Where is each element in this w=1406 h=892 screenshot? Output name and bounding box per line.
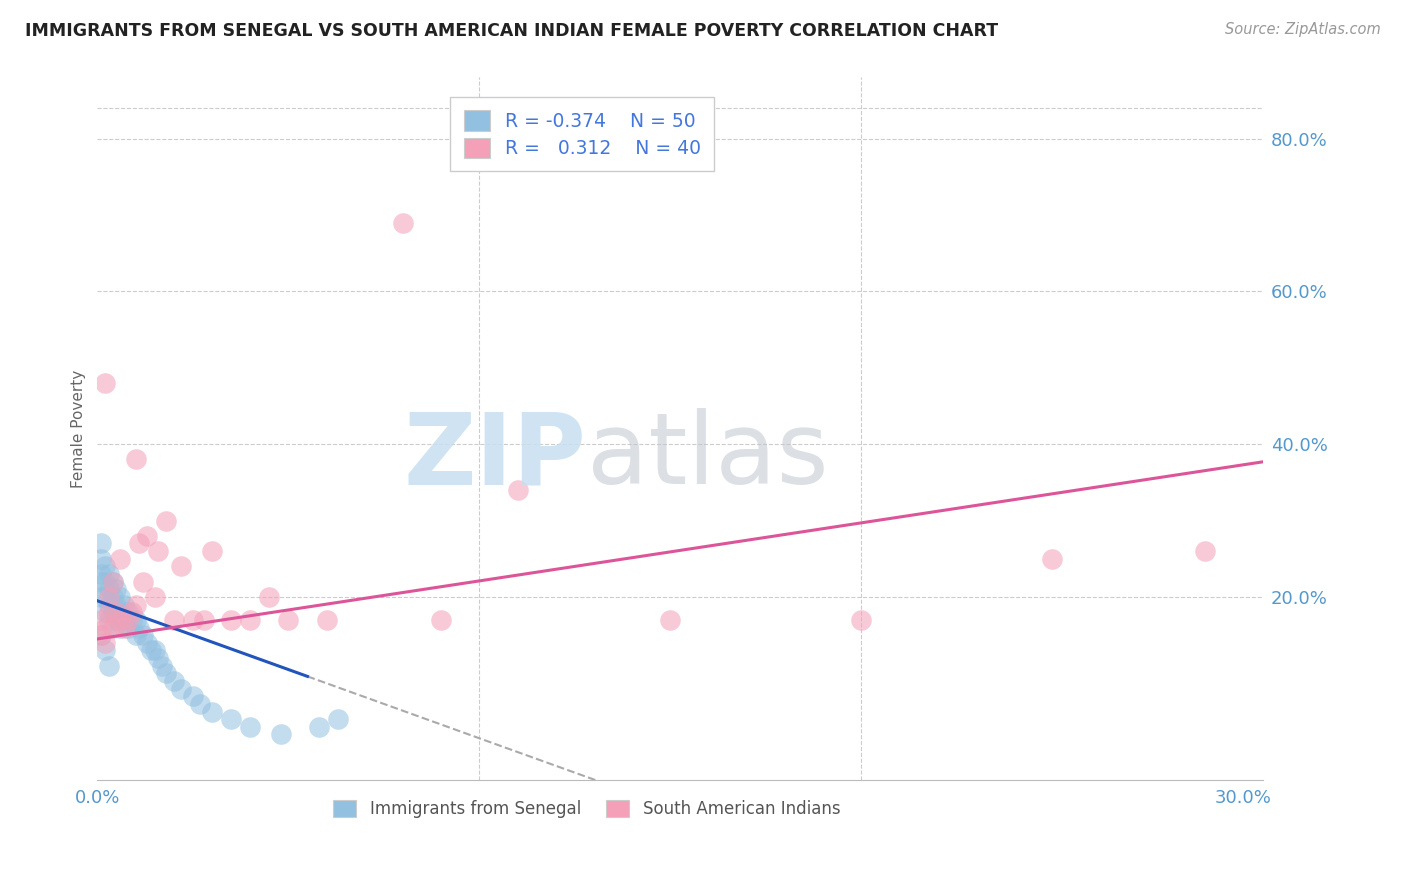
Point [97, 613, 120, 627]
Point [90, 567, 112, 582]
Point [112, 613, 135, 627]
Point [97, 582, 120, 597]
Point [308, 720, 330, 734]
Point [90, 536, 112, 550]
Point [110, 620, 132, 634]
Point [94, 559, 117, 574]
Point [132, 574, 155, 589]
Point [101, 590, 124, 604]
Point [90, 574, 112, 589]
Point [97, 658, 120, 673]
Point [143, 643, 166, 657]
Point [219, 712, 242, 726]
Point [155, 514, 177, 528]
Point [90, 628, 112, 642]
Point [94, 574, 117, 589]
Point [124, 613, 146, 627]
Point [121, 613, 143, 627]
Point [1042, 551, 1064, 566]
Point [112, 620, 135, 634]
Point [124, 598, 146, 612]
Point [101, 620, 124, 634]
Point [97, 567, 120, 582]
Point [110, 551, 132, 566]
Point [219, 613, 242, 627]
Point [136, 529, 159, 543]
Legend: Immigrants from Senegal, South American Indians: Immigrants from Senegal, South American … [326, 793, 846, 825]
Point [101, 574, 124, 589]
Point [143, 590, 166, 604]
Text: Source: ZipAtlas.com: Source: ZipAtlas.com [1225, 22, 1381, 37]
Point [163, 613, 186, 627]
Point [239, 613, 262, 627]
Point [506, 483, 529, 497]
Point [97, 605, 120, 619]
Point [430, 613, 453, 627]
Point [94, 590, 117, 604]
Point [148, 544, 170, 558]
Point [163, 673, 186, 688]
Point [94, 620, 117, 634]
Point [112, 598, 135, 612]
Point [105, 598, 128, 612]
Point [150, 658, 173, 673]
Point [105, 605, 128, 619]
Point [101, 574, 124, 589]
Point [97, 598, 120, 612]
Point [326, 712, 349, 726]
Point [124, 628, 146, 642]
Point [139, 643, 162, 657]
Point [124, 452, 146, 467]
Point [132, 628, 155, 642]
Point [181, 613, 204, 627]
Point [94, 376, 117, 390]
Point [105, 582, 128, 597]
Point [110, 590, 132, 604]
Point [259, 590, 281, 604]
Point [117, 613, 139, 627]
Point [94, 605, 117, 619]
Point [315, 613, 337, 627]
Point [136, 636, 159, 650]
Point [659, 613, 682, 627]
Point [110, 605, 132, 619]
Point [105, 613, 128, 627]
Point [170, 559, 193, 574]
Point [270, 727, 292, 741]
Point [190, 697, 212, 711]
Point [128, 536, 150, 550]
Point [392, 216, 415, 230]
Point [851, 613, 873, 627]
Text: atlas: atlas [586, 409, 828, 506]
Point [117, 605, 139, 619]
Point [90, 551, 112, 566]
Text: IMMIGRANTS FROM SENEGAL VS SOUTH AMERICAN INDIAN FEMALE POVERTY CORRELATION CHAR: IMMIGRANTS FROM SENEGAL VS SOUTH AMERICA… [25, 22, 998, 40]
Point [110, 613, 132, 627]
Point [170, 681, 193, 696]
Point [94, 636, 117, 650]
Point [128, 620, 150, 634]
Point [193, 613, 215, 627]
Point [121, 605, 143, 619]
Point [239, 720, 262, 734]
Point [101, 605, 124, 619]
Point [97, 590, 120, 604]
Point [155, 666, 177, 681]
Point [1194, 544, 1216, 558]
Point [90, 628, 112, 642]
Point [90, 613, 112, 627]
Point [90, 590, 112, 604]
Point [94, 643, 117, 657]
Point [201, 544, 224, 558]
Text: ZIP: ZIP [404, 409, 586, 506]
Point [277, 613, 299, 627]
Point [148, 651, 170, 665]
Point [181, 690, 204, 704]
Y-axis label: Female Poverty: Female Poverty [72, 370, 86, 488]
Point [117, 620, 139, 634]
Point [201, 705, 224, 719]
